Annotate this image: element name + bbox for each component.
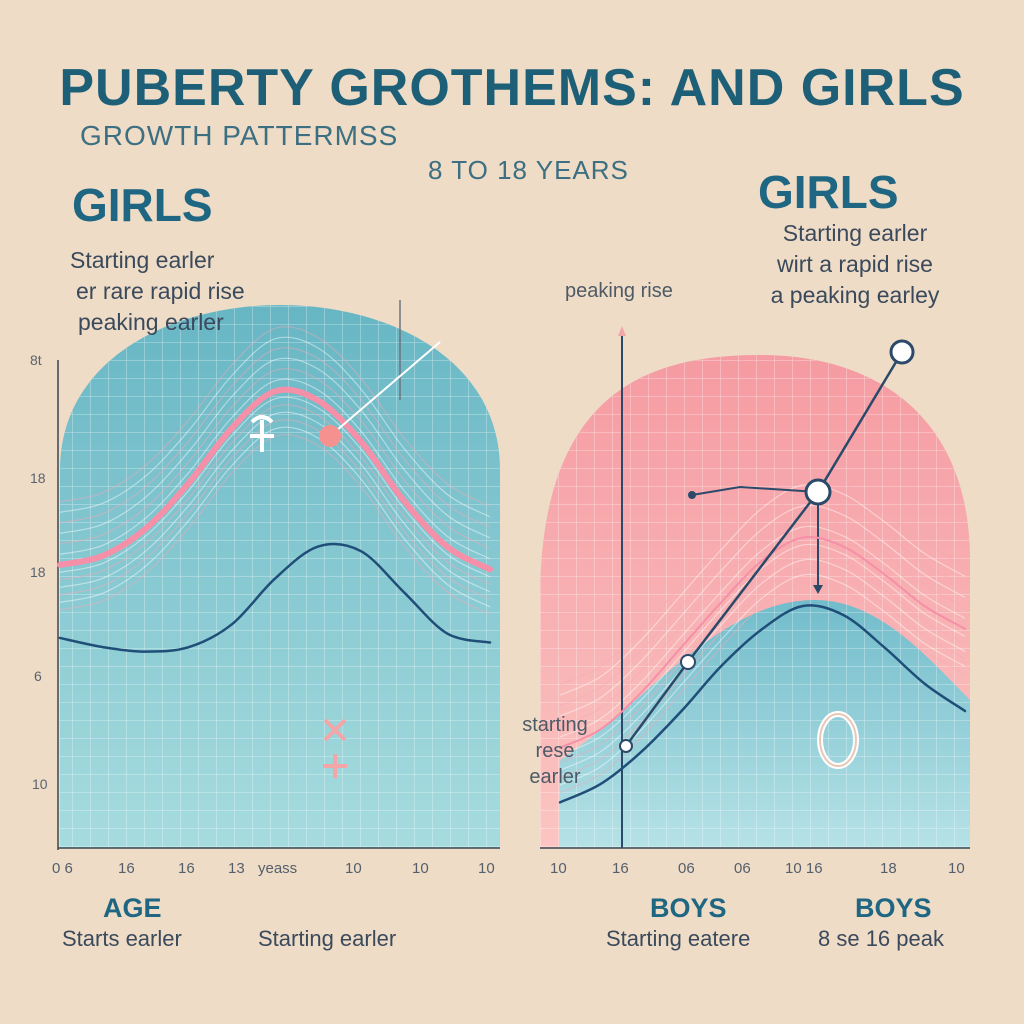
wave-band-line — [559, 494, 966, 707]
right-desc-line-2: wirt a rapid rise — [777, 251, 933, 277]
left-y-tick: 6 — [34, 668, 42, 684]
right-desc-line-3: a peaking earley — [770, 282, 940, 308]
wave-band-line — [60, 404, 491, 585]
right-description: Starting earler wirt a rapid rise a peak… — [745, 218, 965, 311]
left-desc-line-3: peaking earler — [78, 309, 224, 335]
right-x-tick: 16 — [612, 860, 629, 877]
age-range: 8 TO 18 YEARS — [428, 155, 629, 185]
male-symbol-icon — [323, 718, 347, 742]
wave-band-line — [559, 566, 966, 779]
left-chart-area — [60, 305, 500, 848]
left-y-tick: 18 — [30, 564, 46, 580]
ring-symbol-icon — [817, 711, 859, 769]
right-chart-area — [540, 355, 970, 848]
wave-band-line — [60, 419, 491, 600]
right-x-tick: 10 — [948, 860, 965, 877]
right-x-tick: 10 16 — [785, 860, 823, 877]
page-title: PUBERTY GROTHEMS: AND GIRLS — [59, 59, 965, 117]
starting-label: starting rese earler — [505, 712, 605, 790]
right-marker-1 — [619, 739, 633, 753]
wave-band-line — [559, 525, 966, 738]
right-bottom-desc-1: Starting eatere — [606, 926, 751, 951]
page-subtitle: GROWTH PATTERMSS — [80, 120, 399, 151]
left-x-tick: yeass — [258, 860, 298, 877]
wave-band-line — [559, 558, 966, 771]
left-x-tick: 10 — [412, 860, 429, 877]
series-layer — [57, 386, 967, 804]
wave-band-line — [60, 326, 491, 507]
wave-band-line — [60, 357, 491, 539]
chart-2-series-2-line — [558, 604, 967, 804]
left-bottom-heading: AGE — [103, 893, 162, 923]
left-wave-band — [60, 326, 491, 615]
wave-band-line — [60, 434, 491, 615]
chart-1-series-1-line — [57, 386, 493, 573]
starting-label-line-3: earler — [529, 766, 581, 788]
right-desc-line-1: Starting earler — [782, 220, 928, 246]
left-description: Starting earler er rare rapid rise peaki… — [70, 245, 245, 338]
left-x-tick: 16 — [118, 860, 135, 877]
wave-band-line — [60, 368, 491, 549]
starting-label-line-1: starting — [522, 714, 588, 736]
top-pink-arrow-icon — [618, 326, 626, 336]
left-x-tick: 16 — [178, 860, 195, 877]
wave-band-line — [60, 378, 491, 560]
left-bottom-desc-1: Starts earler — [62, 926, 182, 951]
right-small-arrow — [813, 585, 823, 594]
wave-band-line — [559, 504, 966, 717]
right-marker-3 — [804, 478, 832, 506]
wave-band-line — [559, 473, 966, 686]
wave-band-line — [60, 426, 491, 608]
right-arrow-line — [691, 485, 819, 496]
left-bottom-desc-2: Starting earler — [258, 926, 397, 951]
left-x-tick: 0 6 — [52, 860, 73, 877]
wave-band-line — [559, 543, 966, 756]
right-heading: GIRLS — [758, 166, 899, 218]
right-x-tick: 06 — [734, 860, 751, 877]
left-desc-line-1: Starting earler — [70, 247, 215, 273]
wave-band-line — [60, 347, 491, 528]
plus-symbol-icon — [323, 754, 347, 778]
peaking-rise-label: peaking rise — [565, 280, 673, 302]
right-rise-line — [624, 351, 904, 747]
right-arrow-dot — [688, 491, 696, 499]
left-peak-marker — [319, 425, 341, 447]
wave-band-line — [559, 551, 966, 764]
wave-band-line — [60, 396, 491, 578]
right-bottom-heading-2: BOYS — [855, 893, 932, 923]
right-x-tick: 18 — [880, 860, 897, 877]
left-heading: GIRLS — [72, 179, 213, 231]
wave-band-line — [559, 515, 966, 728]
wave-band-line — [60, 411, 491, 593]
chart-2-series-1-line — [559, 535, 966, 749]
right-x-tick: 06 — [678, 860, 695, 877]
right-bottom-heading-1: BOYS — [650, 893, 727, 923]
left-x-tick: 10 — [345, 860, 362, 877]
female-symbol-icon — [250, 415, 274, 452]
right-x-tick: 10 — [550, 860, 567, 877]
right-bottom-desc-2: 8 se 16 peak — [818, 926, 944, 951]
left-y-tick: 8t — [30, 352, 42, 368]
right-wave-band — [559, 473, 966, 794]
left-desc-line-2: er rare rapid rise — [76, 278, 245, 304]
right-marker-2 — [680, 654, 696, 670]
left-x-tick: 13 — [228, 860, 245, 877]
left-pointer-line — [329, 341, 441, 437]
left-x-tick: 10 — [478, 860, 495, 877]
left-y-tick: 18 — [30, 470, 46, 486]
right-marker-4 — [889, 339, 915, 365]
left-y-tick: 10 — [32, 776, 48, 792]
chart-1-series-2-line — [58, 542, 492, 653]
wave-band-line — [559, 483, 966, 696]
wave-band-line — [60, 336, 491, 518]
starting-label-line-2: rese — [535, 740, 575, 762]
